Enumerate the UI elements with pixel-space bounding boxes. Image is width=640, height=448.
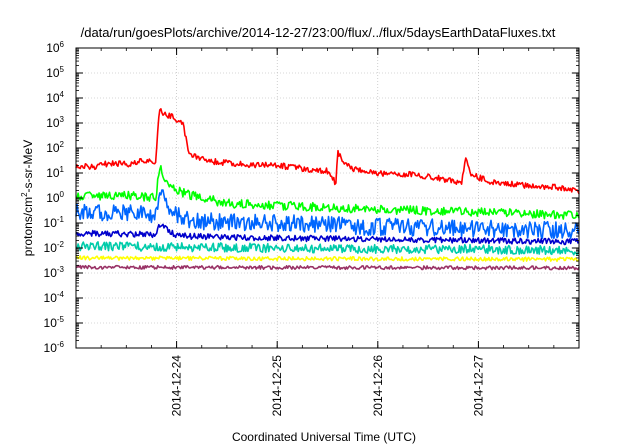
y-tick-exponent: -5 (57, 315, 65, 324)
y-tick-base: 10 (44, 266, 58, 280)
series-line-2 (75, 165, 580, 220)
x-axis-label: Coordinated Universal Time (UTC) (232, 430, 416, 444)
chart-title: /data/run/goesPlots/archive/2014-12-27/2… (81, 25, 556, 40)
series-line-3 (75, 189, 580, 240)
series-line-5 (75, 241, 580, 256)
y-tick-exponent: 1 (60, 165, 65, 174)
y-axis-label: protons/cm2-s-sr-MeV (20, 140, 35, 256)
y-tick-label: 10-3 (44, 265, 65, 280)
y-tick-base: 10 (44, 341, 58, 355)
y-tick-exponent: -3 (57, 265, 65, 274)
y-tick-label: 106 (46, 40, 64, 55)
y-tick-exponent: -2 (57, 240, 65, 249)
y-tick-base: 10 (44, 316, 58, 330)
y-tick-exponent: -4 (57, 290, 65, 299)
y-tick-exponent: -6 (57, 340, 65, 349)
y-tick-exponent: 4 (60, 90, 65, 99)
y-tick-base: 10 (46, 66, 60, 80)
y-tick-exponent: -1 (57, 215, 65, 224)
y-tick-label: 105 (46, 65, 64, 80)
y-axis-label-sup: 2 (20, 192, 29, 197)
series-group (75, 108, 580, 271)
y-tick-exponent: 0 (60, 190, 65, 199)
y-axis-label-base: protons/cm (21, 197, 35, 256)
y-axis-label-rest: -s-sr-MeV (21, 140, 35, 193)
y-tick-label: 10-2 (44, 240, 65, 255)
y-tick-base: 10 (44, 216, 58, 230)
y-tick-base: 10 (44, 241, 58, 255)
x-tick-label: 2014-12-24 (170, 355, 184, 417)
y-tick-label: 10-6 (44, 340, 65, 355)
y-tick-base: 10 (46, 191, 60, 205)
y-tick-exponent: 6 (60, 40, 65, 49)
y-tick-base: 10 (46, 116, 60, 130)
y-tick-label: 104 (46, 90, 64, 105)
x-tick-label: 2014-12-27 (471, 355, 485, 417)
series-line-1 (75, 108, 580, 195)
y-tick-label: 101 (46, 165, 64, 180)
y-tick-base: 10 (46, 91, 60, 105)
series-line-7 (75, 264, 580, 271)
y-tick-label: 10-5 (44, 315, 65, 330)
series-line-6 (75, 255, 580, 263)
y-tick-label: 102 (46, 140, 64, 155)
y-tick-base: 10 (46, 141, 60, 155)
y-tick-exponent: 2 (60, 140, 65, 149)
tick-marks (75, 47, 580, 349)
y-tick-label: 10-1 (44, 215, 65, 230)
y-tick-base: 10 (46, 166, 60, 180)
y-tick-label: 10-4 (44, 290, 65, 305)
y-tick-exponent: 3 (60, 115, 65, 124)
y-tick-exponent: 5 (60, 65, 65, 74)
y-tick-label: 103 (46, 115, 64, 130)
x-tick-labels: 2014-12-24 2014-12-25 2014-12-26 2014-12-27 (170, 355, 486, 417)
y-tick-base: 10 (46, 41, 60, 55)
y-tick-base: 10 (44, 291, 58, 305)
x-tick-label: 2014-12-25 (270, 355, 284, 417)
y-tick-labels: 10-610-510-410-310-210-11001011021031041… (44, 40, 65, 355)
grid-lines (76, 48, 579, 348)
y-tick-label: 100 (46, 190, 64, 205)
x-tick-label: 2014-12-26 (371, 355, 385, 417)
series-line-4 (75, 223, 580, 246)
